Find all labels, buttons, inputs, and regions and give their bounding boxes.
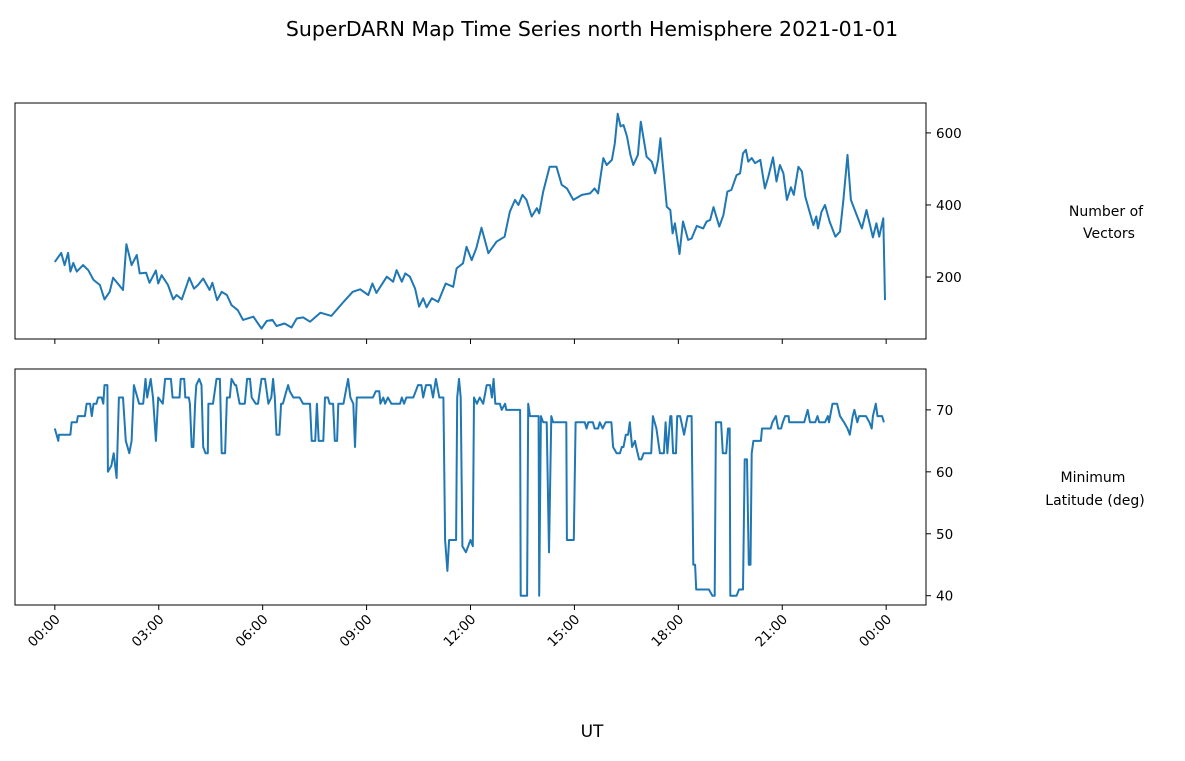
y-tick-label: 70 <box>936 403 953 419</box>
x-axis-label: UT <box>581 722 604 742</box>
x-tick-label: 12:00 <box>441 612 480 651</box>
x-tick-label: 00:00 <box>856 612 895 651</box>
x-tick-label: 21:00 <box>752 612 791 651</box>
ylabel-vectors-line1: Number of <box>1069 204 1144 220</box>
y-tick-label: 400 <box>936 198 962 214</box>
panel-min-latitude: 40 50 60 70 <box>14 368 953 610</box>
x-tick-label: 09:00 <box>337 612 376 651</box>
ylabel-latitude-line2: Latitude (deg) <box>1045 493 1144 509</box>
x-tick-labels: 00:00 03:00 06:00 09:00 12:00 15:00 18:00 21:00… <box>25 612 895 651</box>
y-tick-label: 600 <box>936 126 962 142</box>
y-tick-label: 40 <box>936 589 953 605</box>
axes-frame <box>14 368 927 606</box>
x-tick-label: 03:00 <box>129 612 168 651</box>
ylabel-latitude-line1: Minimum <box>1061 470 1126 486</box>
panel-vectors: 200 400 600 <box>14 102 962 344</box>
y-tick-label: 50 <box>936 527 953 543</box>
ylabel-vectors-line2: Vectors <box>1083 226 1135 242</box>
x-tick-label: 18:00 <box>648 612 687 651</box>
x-tick-label: 15:00 <box>544 612 583 651</box>
chart-title: SuperDARN Map Time Series north Hemisphe… <box>286 17 898 41</box>
series-line <box>53 112 886 330</box>
series-line <box>53 377 885 597</box>
x-tick-label: 00:00 <box>25 612 64 651</box>
axes-frame <box>14 102 927 340</box>
x-tick-label: 06:00 <box>233 612 272 651</box>
y-tick-label: 60 <box>936 465 953 481</box>
y-tick-label: 200 <box>936 270 962 286</box>
